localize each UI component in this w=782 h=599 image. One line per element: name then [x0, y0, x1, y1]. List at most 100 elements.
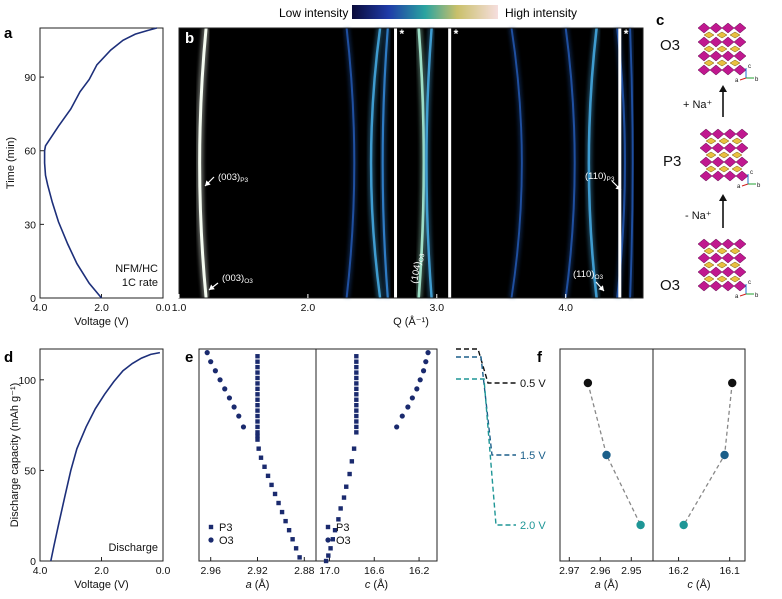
- panel-e-a-point-p3: [255, 381, 260, 386]
- panel-b-frame: [178, 27, 644, 299]
- panel-f-c-x-tick-label: 16.2: [668, 565, 689, 577]
- panel-c-crystal-p3-octahedron: [711, 156, 725, 168]
- panel-e-a-x-tick-label: 2.96: [200, 565, 221, 577]
- panel-c-crystal-p3-octahedron: [735, 142, 749, 154]
- panel-e-a-point-o3: [212, 368, 218, 374]
- panel-c-crystal-p3-octahedron: [699, 128, 713, 140]
- panel-f-connector-2: [456, 378, 516, 526]
- panel-d-y-tick-label: 100: [18, 375, 36, 387]
- panel-b-asterisk: *: [624, 27, 629, 41]
- panel-c-crystal-p3-axis-b-label: b: [757, 183, 761, 189]
- panel-label-d: d: [4, 349, 13, 366]
- panel-b-x-tick-label: 2.0: [301, 302, 316, 314]
- panel-c-crystal-o3-bottom-octahedron: [733, 266, 747, 278]
- panel-f-voltage-label-1: 1.5 V: [520, 450, 546, 462]
- panel-c-arrow-label-minus-na: - Na⁺: [685, 210, 712, 222]
- panel-label-e: e: [185, 349, 193, 366]
- panel-b-asterisk: *: [454, 27, 459, 41]
- panel-f-connector-1: [456, 356, 516, 456]
- panel-f-c-frame: [652, 348, 746, 562]
- panel-e-a-point-p3: [255, 386, 260, 392]
- panel-b-peak-label-003-o3-arrowhead: [209, 284, 215, 290]
- panel-label-f: f: [537, 349, 543, 366]
- panel-c-crystal-p3-prism: [731, 151, 743, 159]
- panel-c-crystal-o3-bottom-prism: [703, 261, 715, 269]
- panel-a-annotation-line1: NFM/HC: [115, 263, 158, 275]
- panel-b-excluded-band: [394, 28, 398, 298]
- panel-e-a-point-p3: [256, 446, 261, 451]
- panel-a-y-tick-label: 60: [24, 146, 36, 158]
- panel-f-a-x-tick-label: 2.97: [559, 565, 580, 577]
- panel-c-crystal-o3-bottom-prism: [703, 247, 715, 255]
- panel-e-c-point-p3: [354, 424, 359, 430]
- colorbar: [352, 5, 498, 19]
- panel-f-a-point-0: [583, 378, 593, 388]
- panel-c-crystal-o3-bottom-octahedron: [697, 280, 711, 292]
- panel-c-structure-diagram: c a b c a b c a b O3 P3 O3 + Na⁺ - Na⁺: [660, 22, 761, 300]
- panel-b-reflection: [510, 27, 523, 299]
- panel-c-crystal-o3-bottom-octahedron: [733, 280, 747, 292]
- panel-e-c-point-p3: [328, 546, 333, 551]
- panel-e-a-point-p3: [279, 509, 285, 515]
- panel-c-crystal-o3-top-octahedron: [709, 36, 723, 48]
- panel-e-c-legend-label-p3: P3: [336, 522, 349, 534]
- panel-e-a-point-o3: [226, 395, 233, 401]
- panel-f-a-x-axis-label: a (Å): [595, 578, 619, 591]
- panel-c-crystal-p3: c a b: [699, 128, 761, 190]
- panel-e-a-point-p3: [258, 455, 264, 460]
- panel-e-a-point-p3: [255, 392, 260, 397]
- panel-e-a-point-o3: [236, 413, 242, 419]
- panel-c-crystal-o3-top-octahedron: [733, 64, 747, 76]
- panel-a-frame: [39, 27, 164, 299]
- panel-c-crystal-o3-bottom-octahedron: [721, 252, 735, 264]
- panel-b-reflection: [369, 27, 382, 299]
- panel-b-x-axis-label: Q (Å⁻¹): [393, 315, 429, 328]
- panel-e-a-point-p3: [265, 473, 271, 479]
- panel-e-c-point-p3: [330, 537, 336, 542]
- panel-f-a-x-tick-label: 2.96: [590, 565, 611, 577]
- panel-c-crystal-p3-octahedron: [735, 156, 749, 168]
- panel-c-crystal-o3-top-octahedron: [721, 22, 735, 34]
- panel-e-c-point-p3: [354, 413, 359, 419]
- panel-b-reflection: [345, 27, 356, 299]
- panel-e-c-point-p3: [326, 553, 331, 558]
- panel-e-c-x-tick-label: 16.2: [409, 565, 430, 577]
- panel-c-crystal-o3-top-octahedron: [697, 36, 711, 48]
- panel-b-asterisk: *: [400, 27, 405, 41]
- panel-c-crystal-o3-bottom-axis-a: [739, 293, 747, 297]
- panel-e-c-point-o3: [425, 350, 431, 356]
- panel-f-connector-0: [456, 348, 516, 384]
- colorbar-high-label: High intensity: [505, 6, 577, 20]
- panel-e-a-x-tick-label: 2.88: [294, 565, 315, 577]
- panel-e-c-point-o3: [417, 377, 423, 383]
- panel-b-background: [179, 28, 643, 298]
- panel-c-crystal-p3-octahedron: [699, 156, 713, 168]
- panel-a-x-tick-label: 0.0: [156, 302, 171, 314]
- panel-e-a-point-p3: [297, 555, 302, 560]
- panel-f-voltage-label-0: 0.5 V: [520, 378, 546, 390]
- panel-c-crystal-o3-bottom-prism: [716, 261, 728, 269]
- panel-d-y-axis-label: Discharge capacity (mAh g⁻¹): [9, 383, 21, 528]
- panel-e-c-point-p3: [354, 364, 359, 370]
- colorbar-low-label: Low intensity: [279, 6, 348, 20]
- panel-c-crystal-o3-top-octahedron: [697, 64, 711, 76]
- panel-c-crystal-o3-bottom-octahedron: [709, 238, 723, 250]
- panel-a-x-axis-label: Voltage (V): [74, 316, 128, 328]
- panel-c-crystal-o3-top-prism: [729, 59, 741, 67]
- panel-e-a-point-p3: [262, 464, 267, 469]
- panel-c-crystal-p3-prism: [705, 137, 717, 145]
- panel-e-c-legend-label-o3: O3: [336, 535, 351, 547]
- panel-e-c-point-p3: [354, 419, 359, 424]
- panel-e-c-point-p3: [354, 392, 359, 397]
- panel-c-crystal-o3-top-prism: [716, 45, 728, 53]
- panel-c-crystal-o3-bottom: c a b: [697, 238, 759, 300]
- panel-e-a-point-p3: [255, 354, 260, 359]
- panel-a-curve: [43, 27, 158, 299]
- panel-f-c-point-1: [720, 450, 729, 460]
- panel-c-crystal-o3-bottom-axis-b-label: b: [755, 293, 759, 299]
- panel-f-a-x-tick-label: 2.95: [621, 565, 642, 577]
- panel-f-c-x-axis-label: c (Å): [687, 578, 710, 591]
- panel-f-a-point-1: [602, 450, 611, 460]
- panel-e-c-x-tick-label: 16.6: [364, 565, 385, 577]
